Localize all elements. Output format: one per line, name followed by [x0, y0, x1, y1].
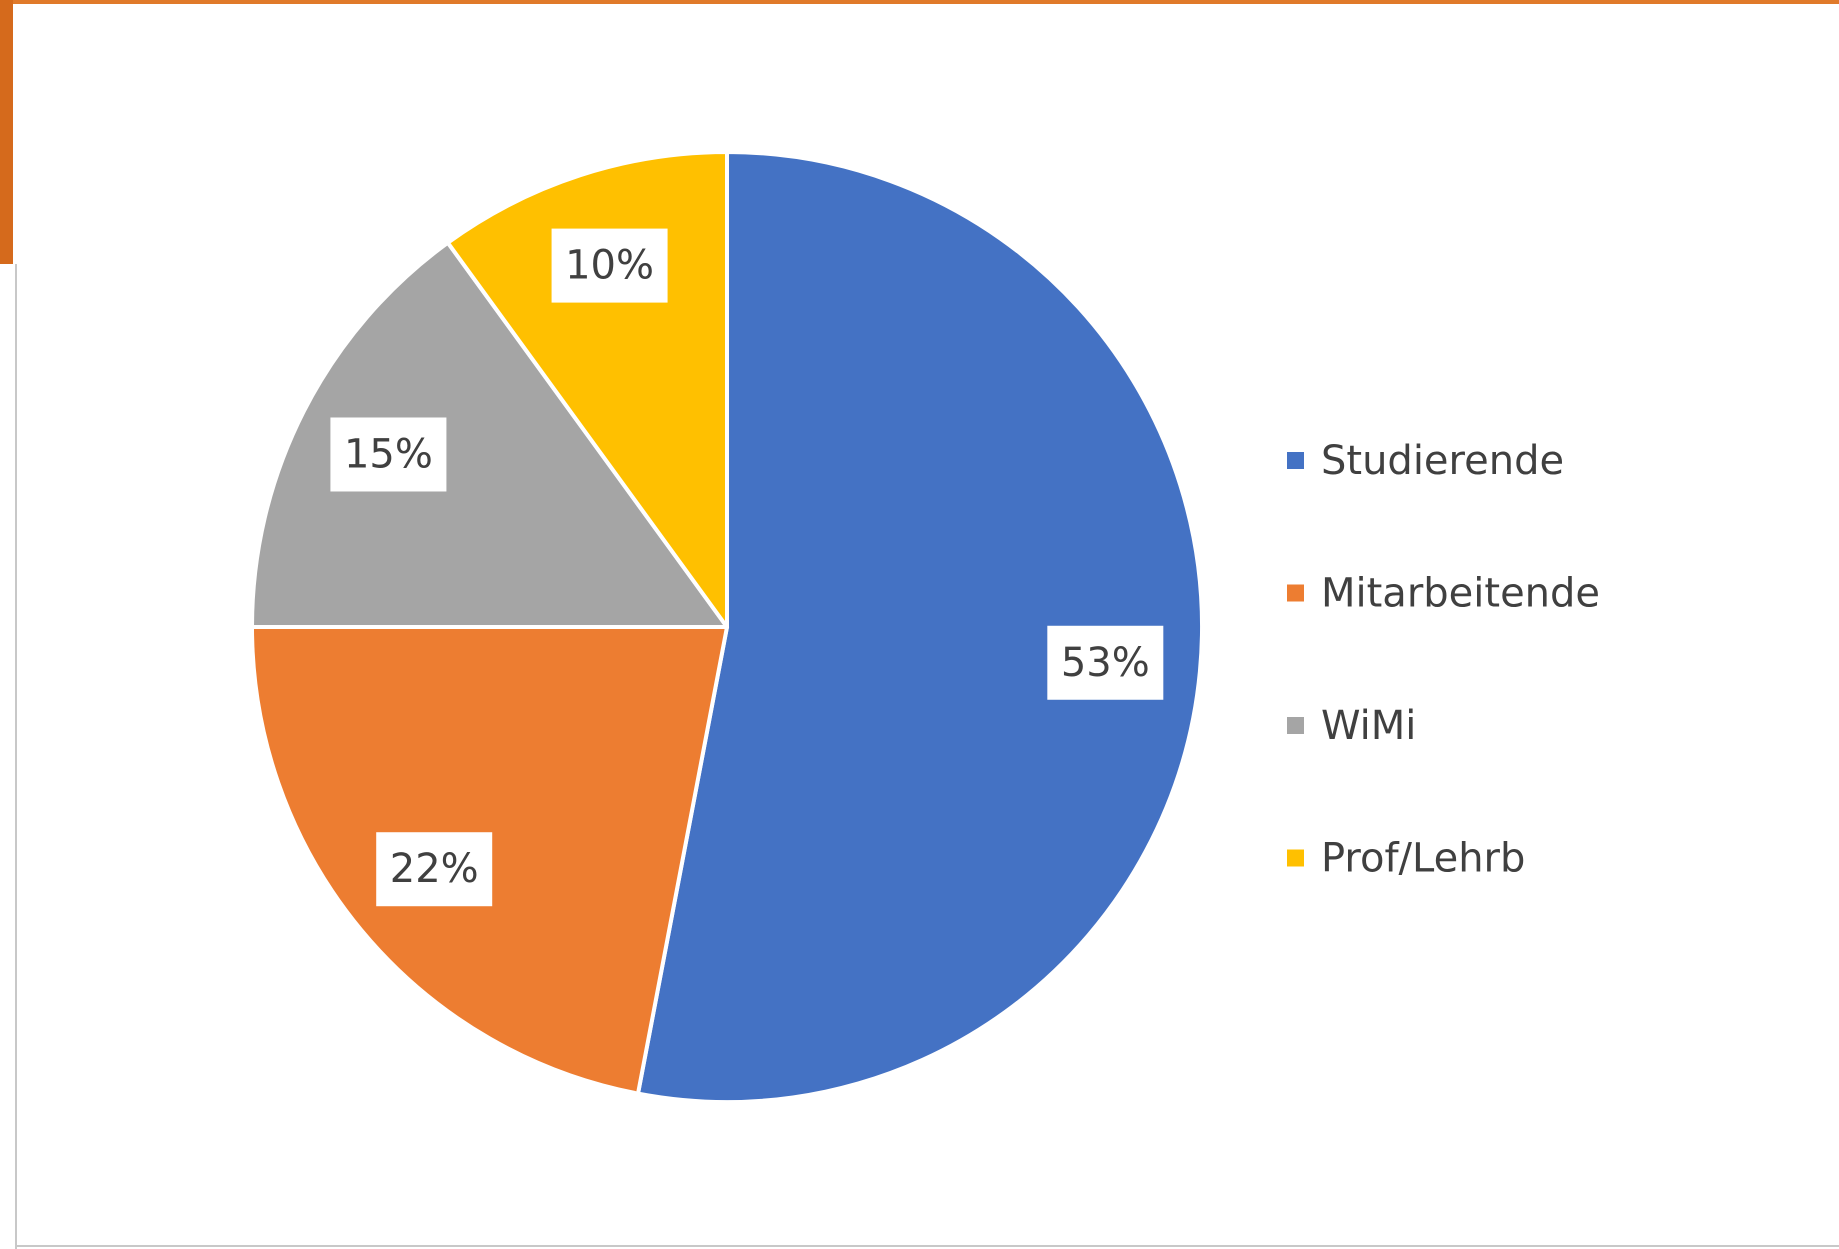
- pie-slice: [250, 240, 729, 629]
- data-label-box: [376, 832, 493, 907]
- legend-label: Prof/Lehrb: [1321, 836, 1525, 882]
- top-border: [0, 0, 1839, 4]
- left-accent: [0, 0, 13, 264]
- legend-swatch: [1287, 717, 1304, 734]
- data-label: 10%: [565, 243, 654, 289]
- data-label-box: [551, 228, 668, 303]
- data-label-box: [330, 417, 447, 492]
- data-label: 53%: [1061, 640, 1150, 686]
- data-label-box: [1047, 625, 1164, 700]
- data-label: 15%: [344, 431, 433, 477]
- pie-slice: [635, 150, 1204, 1104]
- legend-swatch: [1287, 849, 1304, 867]
- legend-swatch: [1287, 452, 1304, 469]
- legend-label: WiMi: [1321, 703, 1416, 749]
- legend-label: Mitarbeitende: [1321, 571, 1600, 617]
- legend-label: Studierende: [1321, 438, 1564, 484]
- legend-swatch: [1287, 584, 1304, 602]
- data-label: 22%: [390, 846, 479, 892]
